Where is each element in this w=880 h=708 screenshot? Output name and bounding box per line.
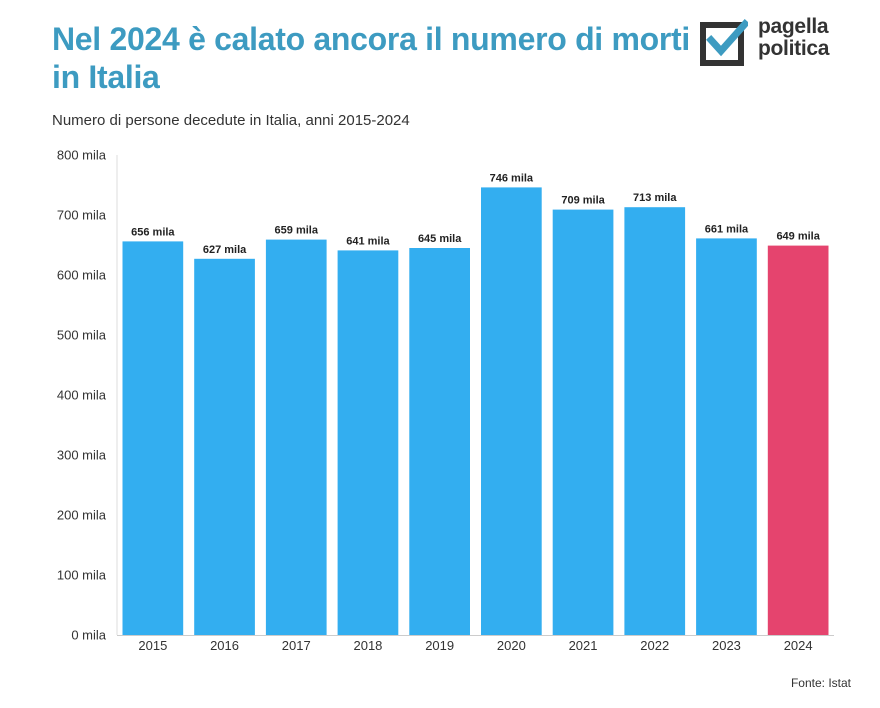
y-tick-label: 100 mila: [57, 568, 107, 583]
chart-title: Nel 2024 è calato ancora il numero di mo…: [52, 21, 690, 95]
bar-value-label: 659 mila: [275, 225, 319, 237]
logo-line-1: pagella: [758, 15, 829, 38]
bar-2023: [696, 238, 757, 635]
y-tick-label: 600 mila: [57, 268, 107, 283]
y-tick-label: 700 mila: [57, 208, 107, 223]
bar-value-label: 641 mila: [346, 235, 390, 247]
bar-2022: [624, 207, 686, 635]
bar-value-label: 649 mila: [776, 231, 820, 243]
logo-line-2: politica: [758, 37, 830, 60]
logo-wordmark: pagella politica: [758, 16, 829, 60]
checkbox-check-icon: [700, 19, 748, 66]
x-tick-label: 2016: [210, 638, 239, 653]
bar-2017: [265, 239, 327, 635]
y-tick-label: 800 mila: [57, 148, 107, 163]
bar-value-label: 661 mila: [705, 223, 749, 235]
x-tick-label: 2019: [425, 638, 454, 653]
bar-value-label: 713 mila: [633, 192, 677, 204]
bar-value-label: 709 mila: [561, 195, 605, 207]
bar-value-label: 645 mila: [418, 233, 462, 245]
x-tick-label: 2022: [640, 638, 669, 653]
bars: [122, 187, 829, 635]
bar-2024: [767, 245, 829, 635]
bar-value-label: 656 mila: [131, 226, 175, 238]
bar-2016: [194, 258, 255, 635]
bar-2020: [481, 187, 542, 635]
bar-labels: 656 mila 627 mila 659 mila 641 mila 645 mila…: [131, 172, 821, 255]
y-tick-label: 300 mila: [57, 448, 107, 463]
y-tick-label: 400 mila: [57, 388, 107, 403]
x-tick-label: 2018: [353, 638, 382, 653]
bar-value-label: 746 mila: [490, 172, 534, 184]
x-tick-label: 2021: [569, 638, 598, 653]
y-tick-label: 200 mila: [57, 508, 107, 523]
bar-2021: [552, 209, 614, 635]
x-tick-label: 2024: [784, 638, 813, 653]
bar-value-label: 627 mila: [203, 244, 247, 256]
source-note: Fonte: Istat: [790, 676, 851, 690]
x-tick-label: 2015: [138, 638, 167, 653]
y-tick-label: 500 mila: [57, 328, 107, 343]
chart-subtitle: Numero di persone decedute in Italia, an…: [52, 112, 410, 129]
x-tick-label: 2023: [712, 638, 741, 653]
bar-2019: [409, 248, 470, 635]
bar-2015: [122, 241, 184, 635]
bar-2018: [337, 250, 399, 635]
x-tick-label: 2017: [282, 638, 311, 653]
x-tick-label: 2020: [497, 638, 526, 653]
y-axis: 0 mila 100 mila 200 mila 300 mila 400 mila 50…: [57, 148, 118, 643]
x-axis: 2015 2016 2017 2018 2019 2020 2021 2022 2023 2024: [117, 635, 834, 653]
pagella-politica-logo: pagella politica: [700, 14, 850, 68]
y-tick-label: 0 mila: [71, 628, 106, 643]
